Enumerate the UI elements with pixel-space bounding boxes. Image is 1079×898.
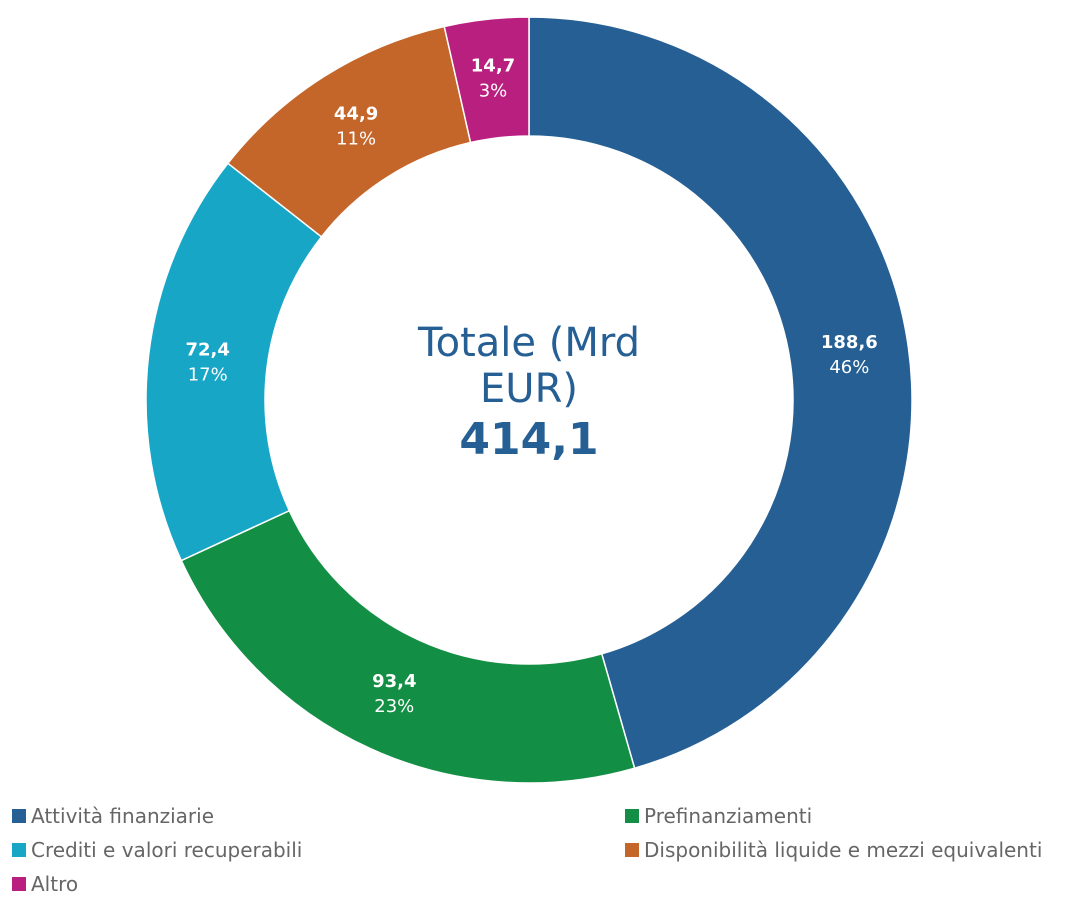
percent-label: 46% xyxy=(829,357,869,378)
center-label: Totale (Mrd EUR) 414,1 xyxy=(389,320,669,468)
legend-label: Altro xyxy=(31,872,79,896)
legend-label: Disponibilità liquide e mezzi equivalent… xyxy=(644,838,1043,862)
center-total: 414,1 xyxy=(459,414,599,465)
percent-label: 3% xyxy=(479,81,508,102)
legend-item: Prefinanziamenti xyxy=(625,804,812,828)
slice xyxy=(180,509,636,784)
legend-swatch xyxy=(12,809,26,823)
legend-label: Crediti e valori recuperabili xyxy=(31,838,303,862)
value-label: 72,4 xyxy=(185,339,229,360)
legend-swatch xyxy=(12,843,26,857)
slice xyxy=(528,16,913,770)
slice xyxy=(443,16,530,144)
center-title: Totale (Mrd EUR) xyxy=(418,320,640,412)
legend-item: Crediti e valori recuperabili xyxy=(12,838,302,862)
legend-item: Altro xyxy=(12,872,78,896)
legend-label: Prefinanziamenti xyxy=(644,804,813,828)
legend-item: Attività finanziarie xyxy=(12,804,214,828)
value-label: 44,9 xyxy=(334,104,378,125)
value-label: 188,6 xyxy=(821,332,878,353)
legend-label: Attività finanziarie xyxy=(31,804,215,828)
legend-swatch xyxy=(625,843,639,857)
slice xyxy=(145,162,323,562)
value-label: 93,4 xyxy=(372,671,416,692)
legend-swatch xyxy=(625,809,639,823)
legend-item: Disponibilità liquide e mezzi equivalent… xyxy=(625,838,1042,862)
percent-label: 23% xyxy=(374,696,414,717)
percent-label: 17% xyxy=(188,364,228,385)
percent-label: 11% xyxy=(336,129,376,150)
legend-swatch xyxy=(12,877,26,891)
value-label: 14,7 xyxy=(471,56,515,77)
